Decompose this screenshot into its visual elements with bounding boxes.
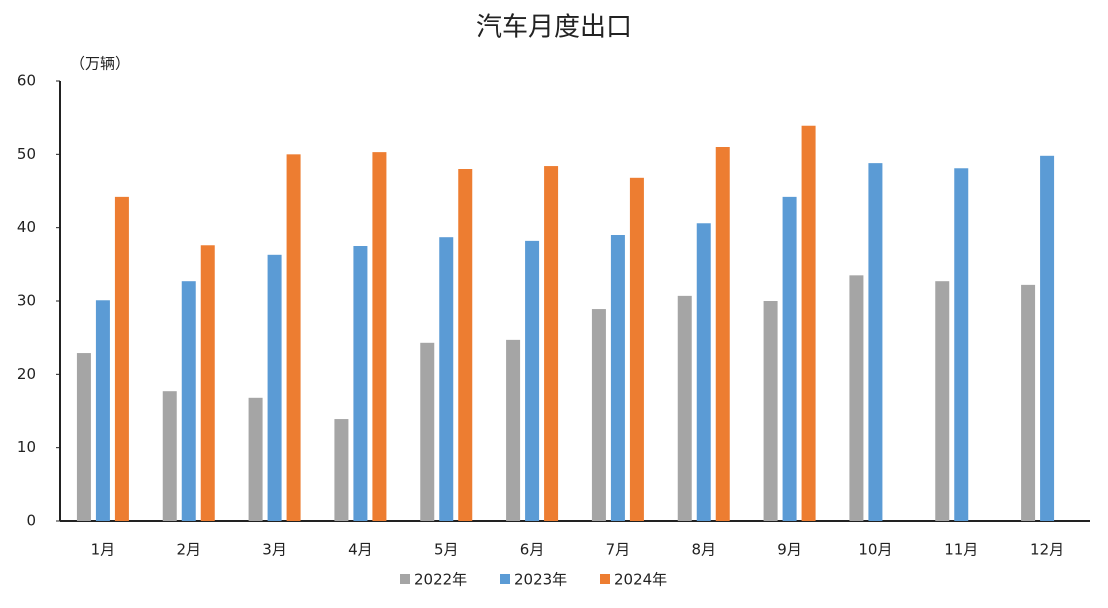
bar: [763, 301, 778, 521]
x-tick-label: 11月: [944, 541, 978, 559]
bar: [286, 154, 301, 522]
bar: [420, 342, 435, 521]
y-tick-label: 30: [17, 292, 36, 310]
x-tick-label: 9月: [777, 541, 802, 559]
x-tick-label: 4月: [348, 541, 373, 559]
bar: [267, 254, 282, 522]
bar: [458, 169, 473, 521]
legend-swatch: [500, 574, 510, 584]
x-tick-label: 6月: [520, 541, 545, 559]
bar: [372, 152, 387, 521]
legend-label: 2023年: [514, 571, 567, 589]
chart-title: 汽车月度出口: [476, 13, 632, 43]
y-tick-label: 40: [17, 218, 36, 236]
bar: [696, 223, 711, 521]
bar: [1021, 284, 1036, 521]
y-tick-label: 50: [17, 145, 36, 163]
x-tick-label: 2月: [176, 541, 201, 559]
bar: [935, 281, 950, 521]
x-tick-label: 8月: [691, 541, 716, 559]
bar: [677, 295, 692, 521]
x-tick-label: 5月: [434, 541, 459, 559]
bar: [715, 147, 730, 521]
y-tick-label: 60: [17, 72, 36, 90]
x-tick-label: 1月: [91, 541, 116, 559]
bar: [868, 163, 883, 521]
bar: [248, 397, 263, 521]
x-tick-label: 3月: [262, 541, 287, 559]
bar: [801, 125, 816, 521]
bar: [610, 235, 625, 521]
legend-swatch: [600, 574, 610, 584]
bar: [334, 419, 349, 521]
y-tick-label: 0: [26, 512, 36, 530]
bar: [95, 300, 110, 521]
bar: [782, 196, 797, 521]
bar: [162, 391, 177, 521]
x-tick-label: 7月: [606, 541, 631, 559]
legend-swatch: [400, 574, 410, 584]
y-tick-label: 20: [17, 365, 36, 383]
bar: [954, 168, 969, 521]
x-tick-label: 10月: [858, 541, 892, 559]
bar: [353, 246, 368, 521]
bar: [1040, 155, 1055, 522]
legend-label: 2022年: [414, 571, 467, 589]
bar: [181, 281, 196, 521]
bar: [506, 339, 521, 521]
y-axis-label: （万辆）: [70, 55, 130, 73]
legend-label: 2024年: [614, 571, 667, 589]
bar: [591, 309, 606, 521]
bar: [200, 245, 215, 521]
bar: [849, 275, 864, 521]
bar: [544, 166, 559, 522]
bar: [114, 196, 129, 521]
y-tick-label: 10: [17, 438, 36, 456]
bar: [525, 240, 540, 521]
bar: [439, 237, 454, 521]
bar: [76, 353, 91, 521]
x-tick-label: 12月: [1030, 541, 1064, 559]
bar: [629, 177, 644, 522]
